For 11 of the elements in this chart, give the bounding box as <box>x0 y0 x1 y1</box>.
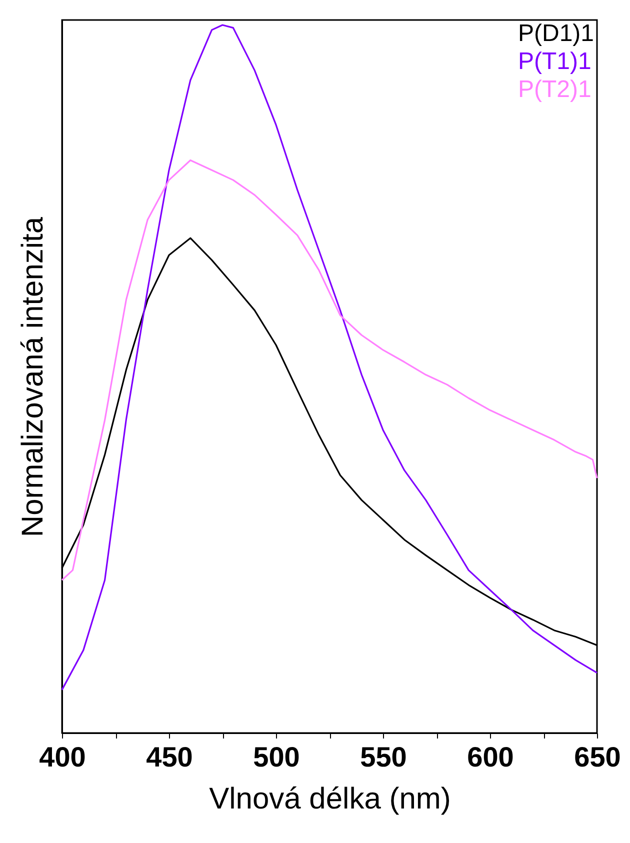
text: P(T2)1 <box>518 76 592 103</box>
text: P(T1)1 <box>518 48 592 75</box>
x-tick-label: 400 <box>39 742 86 772</box>
x-tick-label: 600 <box>467 742 514 772</box>
x-tick-label: 500 <box>253 742 300 772</box>
x-tick-label: 650 <box>574 742 621 772</box>
x-tick-label: 550 <box>360 742 407 772</box>
text: P(D1)1 <box>518 20 594 47</box>
x-axis-title: Vlnová délka (nm) <box>209 782 451 816</box>
x-tick-label: 450 <box>146 742 193 772</box>
y-axis-title: Normalizovaná intenzita <box>16 216 50 538</box>
